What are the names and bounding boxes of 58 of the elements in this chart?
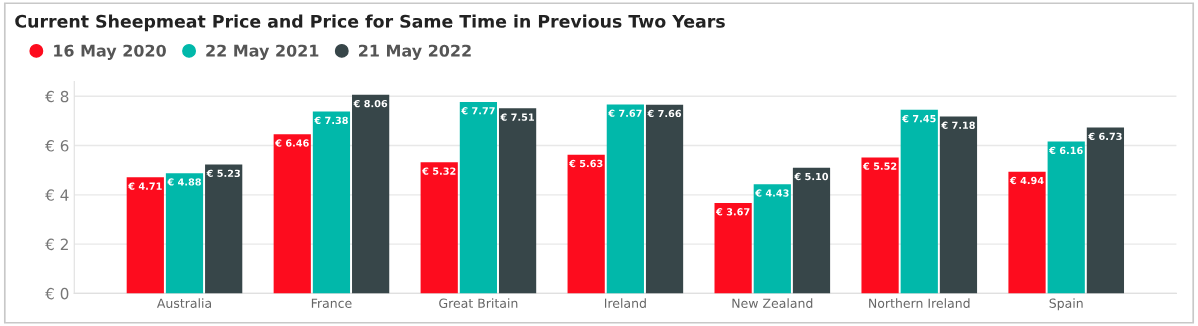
bar <box>165 173 204 294</box>
legend-label: 22 May 2021 <box>206 44 319 60</box>
data-label: € 7.67 <box>608 109 642 117</box>
bar <box>939 116 978 294</box>
chart-title: Current Sheepmeat Price and Price for Same Time in Previous Two Years <box>15 14 725 32</box>
bar <box>1008 171 1046 294</box>
bar <box>1086 127 1125 294</box>
bar <box>861 157 899 294</box>
bar <box>273 134 311 294</box>
data-label: € 5.10 <box>794 172 829 181</box>
y-tick-label: € 2 <box>45 238 68 251</box>
data-label: € 7.77 <box>461 107 495 115</box>
data-label: € 8.06 <box>353 99 388 108</box>
data-label: € 4.71 <box>128 182 162 190</box>
bar <box>753 184 791 294</box>
x-tick-label: France <box>311 298 352 308</box>
bar <box>645 104 684 294</box>
bar <box>567 154 605 294</box>
data-label: € 5.32 <box>421 167 456 175</box>
data-label: € 6.73 <box>1088 132 1122 141</box>
data-label: € 4.43 <box>755 189 789 197</box>
y-tick-label: € 0 <box>45 287 69 300</box>
data-label: € 7.51 <box>500 113 534 121</box>
data-label: € 7.45 <box>902 114 936 123</box>
x-tick-label: Great Britain <box>439 298 518 308</box>
data-label: € 3.67 <box>715 208 750 216</box>
data-label: € 5.63 <box>568 159 603 168</box>
bar <box>352 94 390 294</box>
data-label: € 6.46 <box>275 139 309 147</box>
bar <box>714 202 752 294</box>
bar <box>126 177 164 294</box>
x-tick-label: Australia <box>156 298 211 308</box>
data-label: € 7.38 <box>314 116 348 125</box>
bar <box>1047 141 1085 294</box>
bar <box>900 109 938 294</box>
data-label: € 5.23 <box>206 169 240 177</box>
y-tick-label: € 4 <box>45 189 69 201</box>
data-label: € 7.18 <box>941 121 975 129</box>
bar <box>205 164 243 294</box>
x-tick-label: Ireland <box>604 298 646 308</box>
legend-label: 16 May 2020 <box>54 44 166 60</box>
y-tick-label: € 8 <box>45 90 69 103</box>
x-tick-label: Spain <box>1049 298 1083 311</box>
data-label: € 6.16 <box>1048 146 1083 155</box>
data-label: € 4.94 <box>1009 176 1044 185</box>
bar <box>792 167 831 294</box>
bar <box>312 111 351 294</box>
data-label: € 5.52 <box>862 162 897 170</box>
bar <box>498 108 537 294</box>
bar <box>606 104 644 294</box>
x-tick-label: Northern Ireland <box>869 298 970 308</box>
x-tick-label: New Zealand <box>732 298 813 308</box>
y-tick-label: € 6 <box>45 140 69 152</box>
legend-label: 21 May 2022 <box>359 44 471 60</box>
bar <box>420 162 458 294</box>
data-label: € 4.88 <box>167 178 201 186</box>
bar <box>459 101 498 294</box>
data-label: € 7.66 <box>647 109 682 118</box>
